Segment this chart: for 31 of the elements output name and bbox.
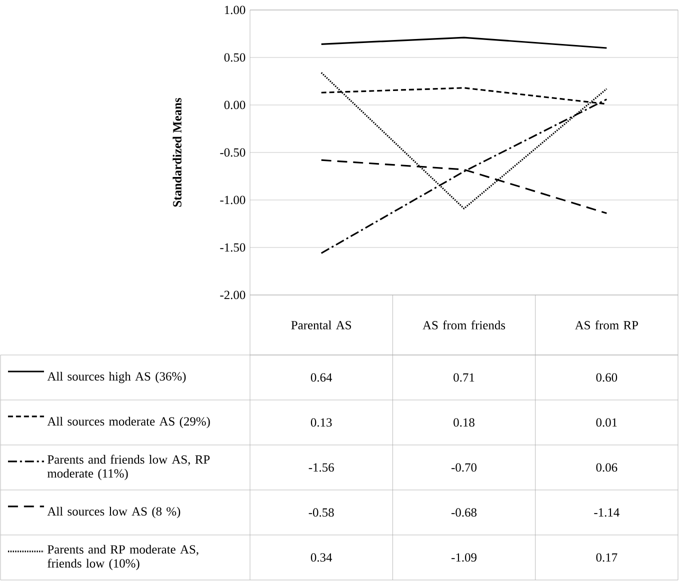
- x-tick-label: AS from friends: [422, 320, 506, 330]
- legend-label: Parents and friends low AS, RP moderate (11%): [47, 454, 210, 480]
- y-tick-label: -0.50: [220, 148, 246, 157]
- data-label: 0.13: [310, 418, 332, 427]
- data-label: -1.14: [594, 508, 620, 517]
- data-label: 0.17: [596, 553, 618, 562]
- legend-label: All sources low AS (8 %): [47, 506, 180, 518]
- data-label: 0.34: [310, 553, 332, 562]
- data-label: 0.01: [596, 418, 617, 427]
- y-tick-label: -2.00: [220, 290, 246, 300]
- legend-label: All sources high AS (36%): [47, 372, 186, 384]
- legend-label: All sources moderate AS (29%): [47, 416, 210, 428]
- data-label: 0.06: [596, 463, 618, 472]
- data-label: 0.18: [454, 418, 474, 427]
- data-label: -0.70: [452, 463, 476, 472]
- x-tick-label: AS from RP: [574, 320, 638, 330]
- y-tick-label: 0.00: [224, 100, 246, 110]
- data-label: -1.09: [452, 553, 476, 562]
- y-axis-title: Standardized Means: [172, 98, 182, 207]
- data-label: 0.60: [596, 373, 618, 382]
- y-tick-label: -1.50: [220, 243, 246, 252]
- x-tick-label: Parental AS: [291, 320, 352, 330]
- data-label: -0.58: [308, 508, 334, 517]
- y-tick-label: 0.50: [224, 53, 246, 62]
- y-tick-label: 1.00: [224, 6, 246, 14]
- data-label: 0.71: [454, 373, 474, 382]
- y-tick-label: -1.00: [220, 196, 246, 204]
- data-label: -0.68: [452, 508, 476, 517]
- data-label: 0.64: [310, 373, 332, 382]
- data-label: -1.56: [308, 463, 334, 472]
- legend-label: Parents and RP moderate AS, friends low (10%): [48, 544, 198, 570]
